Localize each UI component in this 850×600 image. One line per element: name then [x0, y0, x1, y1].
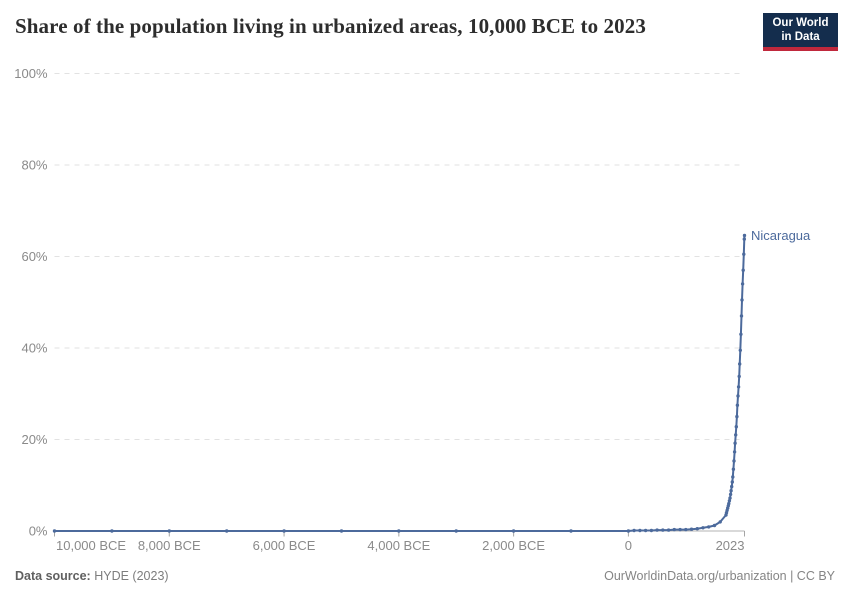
- data-point-marker: [110, 529, 114, 533]
- data-point-marker: [638, 528, 642, 533]
- attribution-link[interactable]: OurWorldinData.org/urbanization | CC BY: [604, 569, 835, 583]
- data-point-marker: [454, 529, 458, 533]
- x-axis-tick-label: 4,000 BCE: [367, 538, 430, 553]
- data-point-marker: [731, 475, 735, 479]
- logo-line-1: Our World: [772, 17, 829, 29]
- y-axis-tick-label: 40%: [21, 341, 47, 356]
- data-point-marker: [661, 528, 665, 532]
- data-point-marker: [738, 348, 742, 352]
- logo-line-2: in Data: [781, 30, 820, 43]
- data-point-marker: [740, 282, 745, 286]
- data-point-marker: [655, 528, 659, 532]
- data-point-marker: [666, 528, 671, 532]
- x-axis-tick-label: 2,000 BCE: [482, 538, 545, 553]
- data-point-marker: [632, 528, 636, 533]
- data-point-marker: [740, 298, 744, 302]
- data-point-marker: [225, 529, 229, 533]
- data-source-value: HYDE (2023): [94, 569, 169, 583]
- x-axis-tick-label: 10,000 BCE: [56, 538, 126, 553]
- data-point-marker: [739, 332, 743, 336]
- data-point-marker: [737, 374, 741, 379]
- data-point-marker: [742, 237, 746, 241]
- data-point-marker: [701, 526, 705, 530]
- data-point-marker: [689, 527, 694, 531]
- owid-logo: Our World in Data: [763, 13, 838, 51]
- data-point-marker: [736, 385, 741, 389]
- data-point-marker: [732, 450, 737, 454]
- data-point-marker: [735, 403, 740, 407]
- data-point-marker: [718, 520, 722, 524]
- data-point-marker: [684, 527, 688, 532]
- data-point-marker: [728, 492, 733, 497]
- data-point-marker: [678, 527, 682, 532]
- page-title: Share of the population living in urbani…: [15, 14, 646, 38]
- data-point-marker: [282, 529, 286, 533]
- data-point-marker: [736, 394, 740, 398]
- data-point-marker: [626, 529, 631, 533]
- data-point-marker: [733, 441, 737, 445]
- data-point-marker: [734, 425, 738, 429]
- data-point-marker: [167, 529, 171, 533]
- data-point-marker: [739, 314, 744, 318]
- y-axis-tick-label: 0%: [29, 524, 48, 539]
- data-point-marker: [707, 525, 711, 529]
- data-point-marker: [730, 484, 734, 489]
- data-point-marker: [735, 414, 739, 419]
- data-point-marker: [742, 252, 746, 256]
- data-point-marker: [511, 529, 516, 533]
- data-point-marker: [339, 529, 344, 533]
- data-point-marker: [732, 459, 736, 463]
- data-point-marker: [649, 528, 654, 533]
- x-axis-tick-label: 6,000 BCE: [253, 538, 316, 553]
- data-point-marker: [731, 467, 736, 471]
- data-line: [53, 234, 746, 532]
- data-point-marker: [727, 499, 732, 503]
- data-point-marker: [727, 501, 731, 506]
- y-axis-tick-label: 100%: [14, 66, 48, 81]
- data-point-marker: [729, 489, 733, 493]
- data-point-marker: [643, 528, 648, 533]
- series-end-label: Nicaragua: [751, 228, 811, 243]
- data-point-marker: [734, 433, 738, 437]
- data-point-marker: [672, 527, 676, 532]
- data-point-marker: [695, 527, 699, 531]
- data-point-marker: [741, 268, 745, 272]
- data-source-label: Data source:: [15, 569, 91, 583]
- data-point-marker: [738, 362, 742, 366]
- x-axis-tick-label: 2023: [716, 538, 745, 553]
- data-point-marker: [712, 523, 717, 528]
- y-axis-tick-label: 60%: [21, 249, 47, 264]
- data-point-marker: [569, 529, 573, 533]
- y-axis-tick-label: 20%: [21, 432, 47, 447]
- data-point-marker: [728, 496, 732, 500]
- data-point-marker: [730, 480, 734, 484]
- data-point-marker: [742, 233, 747, 238]
- data-point-marker: [397, 529, 401, 533]
- data-point-marker: [52, 529, 57, 533]
- data-source-note: Data source: HYDE (2023): [15, 569, 169, 583]
- line-chart-plot-area: 0% 20% 40% 60% 80% 100% 10,000 BCE 8,000 BCE 6,0…: [14, 66, 811, 553]
- x-axis-tick-label: 0: [625, 538, 632, 553]
- x-axis-tick-label: 8,000 BCE: [138, 538, 201, 553]
- y-axis-tick-label: 80%: [21, 158, 47, 173]
